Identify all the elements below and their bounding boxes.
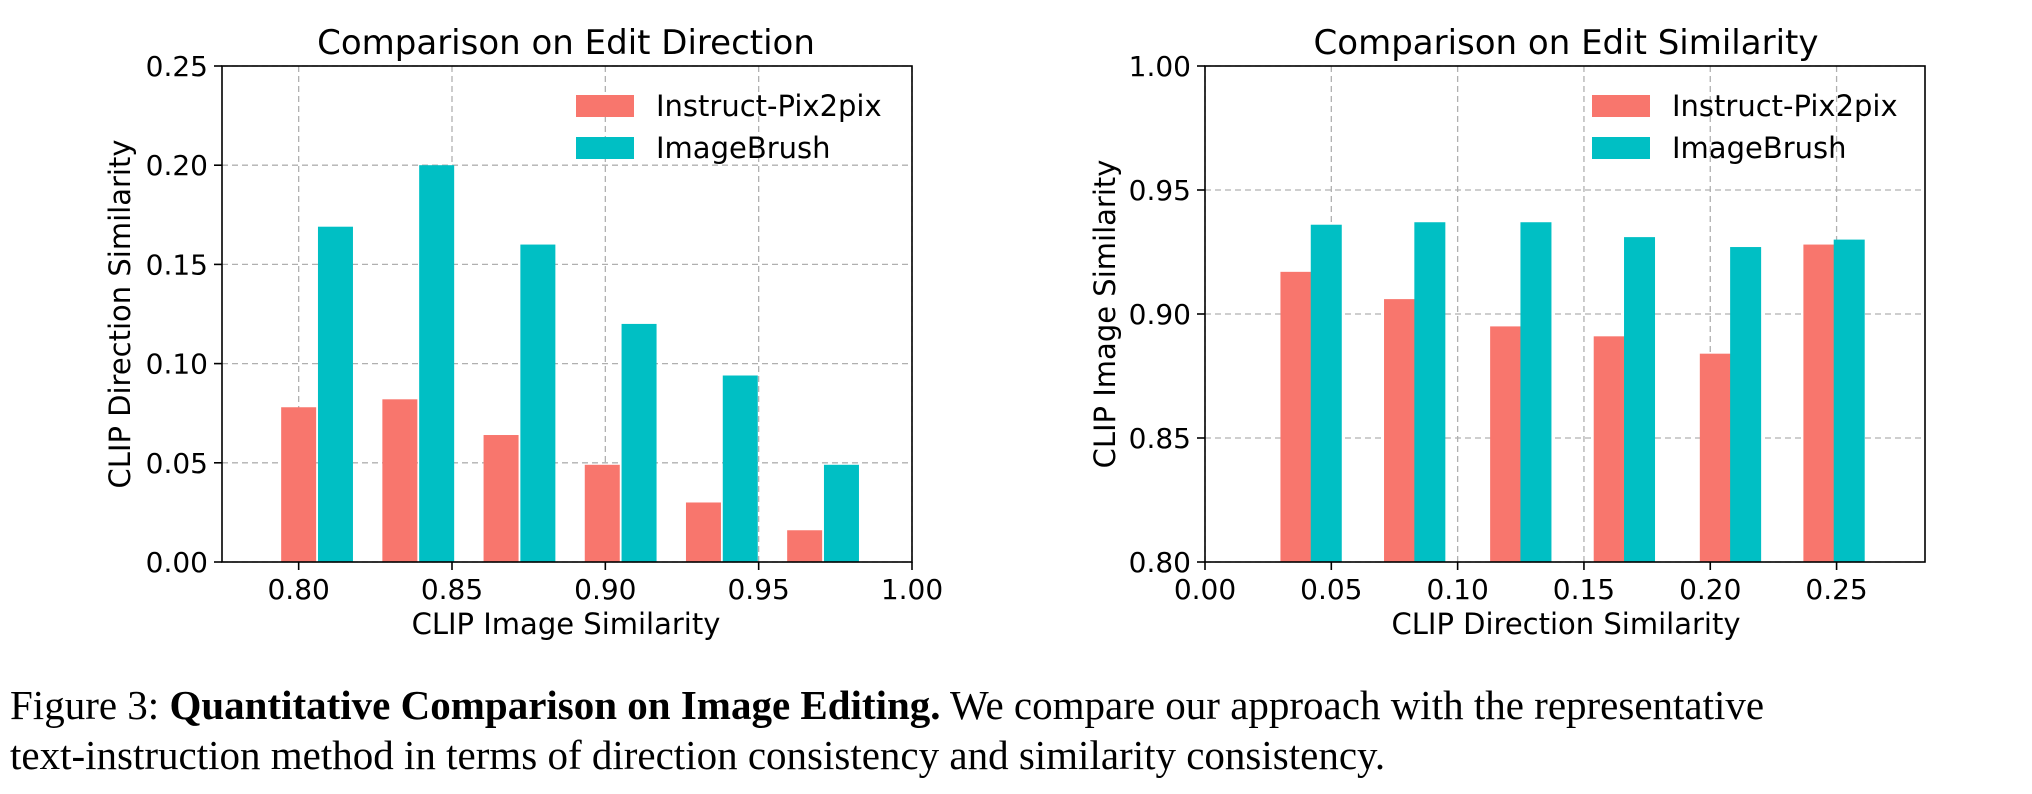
bar-instruct-pix2pix <box>1803 244 1835 562</box>
bar-instruct-pix2pix <box>685 502 721 562</box>
y-tick-label: 0.05 <box>146 447 208 480</box>
x-tick-label: 0.15 <box>1553 573 1615 606</box>
x-axis-label: CLIP Image Similarity <box>412 607 721 641</box>
x-tick-label: 0.80 <box>267 573 329 606</box>
y-tick-label: 0.00 <box>146 546 208 579</box>
caption-line-2: text-instruction method in terms of dire… <box>10 732 1386 778</box>
legend-label-instruct-pix2pix: Instruct-Pix2pix <box>1672 89 1898 123</box>
legend-swatch-instruct-pix2pix <box>576 95 634 117</box>
bar-imagebrush <box>1520 222 1552 563</box>
y-tick-label: 0.25 <box>146 50 208 83</box>
legend: Instruct-Pix2pix ImageBrush <box>1592 89 1898 165</box>
bar-imagebrush <box>1833 239 1865 562</box>
legend: Instruct-Pix2pix ImageBrush <box>576 89 882 165</box>
legend-label-instruct-pix2pix: Instruct-Pix2pix <box>656 89 882 123</box>
bar-imagebrush <box>823 464 859 562</box>
figure-caption: Figure 3: Quantitative Comparison on Ima… <box>10 680 2030 780</box>
bar-imagebrush <box>722 375 758 562</box>
y-axis-label: CLIP Image Similarity <box>1088 160 1122 469</box>
x-tick-label: 0.20 <box>1679 573 1741 606</box>
y-axis-label: CLIP Direction Similarity <box>103 139 137 488</box>
bar-imagebrush <box>621 323 657 562</box>
x-tick-label: 0.10 <box>1426 573 1488 606</box>
legend-swatch-imagebrush <box>1592 137 1650 159</box>
bar-instruct-pix2pix <box>1280 271 1312 562</box>
bar-imagebrush <box>419 165 455 562</box>
chart-title: Comparison on Edit Similarity <box>1314 23 1819 63</box>
y-tick-label: 0.10 <box>146 348 208 381</box>
y-tick-label: 0.80 <box>1129 546 1191 579</box>
x-axis-label: CLIP Direction Similarity <box>1391 607 1740 641</box>
x-tick-label: 0.25 <box>1805 573 1867 606</box>
x-tick-label: 1.00 <box>881 573 943 606</box>
caption-prefix: Figure 3: <box>10 682 170 728</box>
caption-text: We compare our approach with the represe… <box>940 682 1765 728</box>
caption-bold-title: Quantitative Comparison on Image Editing… <box>169 682 941 728</box>
legend-label-imagebrush: ImageBrush <box>1672 131 1847 165</box>
bar-instruct-pix2pix <box>281 407 317 562</box>
bar-instruct-pix2pix <box>1384 299 1416 562</box>
plot-frame <box>221 65 913 563</box>
bar-instruct-pix2pix <box>584 464 620 562</box>
x-tick-label: 0.90 <box>574 573 636 606</box>
y-tick-label: 0.90 <box>1129 298 1191 331</box>
bar-imagebrush <box>520 244 556 562</box>
figure: Comparison on Edit Direction 0.80 0.85 0.9… <box>103 23 1926 641</box>
chart-edit-direction: Comparison on Edit Direction 0.80 0.85 0.9… <box>103 23 943 641</box>
y-tick-label: 0.15 <box>146 248 208 281</box>
x-tick-label: 0.00 <box>1174 573 1236 606</box>
bar-instruct-pix2pix <box>1699 353 1731 562</box>
chart-edit-similarity: Comparison on Edit Similarity 0.00 0.05 0.… <box>1088 23 1926 641</box>
bar-imagebrush <box>317 226 353 563</box>
y-tick-label: 1.00 <box>1129 50 1191 83</box>
bar-imagebrush <box>1730 247 1762 563</box>
x-tick-label: 0.85 <box>421 573 483 606</box>
y-tick-label: 0.20 <box>146 149 208 182</box>
bar-imagebrush <box>1624 237 1656 562</box>
caption-line-1: Figure 3: Quantitative Comparison on Ima… <box>10 680 2030 730</box>
legend-swatch-imagebrush <box>576 137 634 159</box>
bar-instruct-pix2pix <box>1490 326 1522 562</box>
bar-instruct-pix2pix <box>382 399 418 562</box>
legend-label-imagebrush: ImageBrush <box>656 131 831 165</box>
bar-instruct-pix2pix <box>1593 336 1625 562</box>
bar-instruct-pix2pix <box>787 530 823 562</box>
x-tick-label: 0.05 <box>1300 573 1362 606</box>
bar-imagebrush <box>1310 224 1342 562</box>
y-tick-label: 0.85 <box>1129 422 1191 455</box>
x-tick-label: 0.95 <box>727 573 789 606</box>
bar-imagebrush <box>1414 222 1446 563</box>
legend-swatch-instruct-pix2pix <box>1592 95 1650 117</box>
chart-title: Comparison on Edit Direction <box>317 23 815 63</box>
y-tick-label: 0.95 <box>1129 174 1191 207</box>
bar-instruct-pix2pix <box>483 435 519 562</box>
